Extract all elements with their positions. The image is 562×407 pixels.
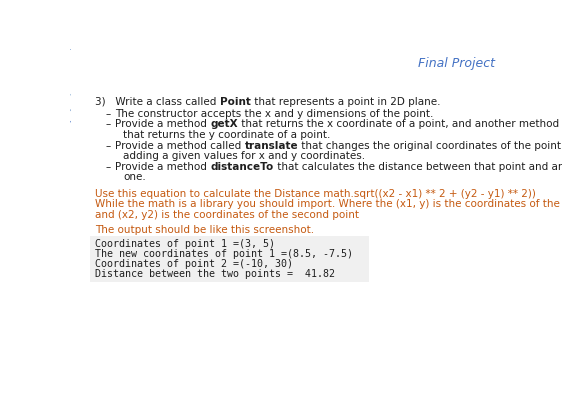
Polygon shape	[0, 49, 70, 122]
Text: translate: translate	[244, 141, 298, 151]
Text: one.: one.	[123, 173, 146, 182]
Text: 2: 2	[76, 64, 85, 77]
Text: Provide a method called: Provide a method called	[115, 141, 244, 151]
Text: that returns the y coordinate of a point.: that returns the y coordinate of a point…	[123, 130, 330, 140]
Text: –: –	[106, 119, 111, 129]
Text: and (x2, y2) is the coordinates of the second point: and (x2, y2) is the coordinates of the s…	[95, 210, 359, 220]
Polygon shape	[24, 49, 70, 95]
Text: Point: Point	[220, 96, 251, 107]
Text: 3)   Write a class called: 3) Write a class called	[95, 96, 220, 107]
Text: While the math is a library you should import. Where the (x1, y) is the coordina: While the math is a library you should i…	[95, 199, 562, 210]
Text: that represents a point in 2D plane.: that represents a point in 2D plane.	[251, 96, 440, 107]
Text: getX: getX	[210, 119, 238, 129]
FancyBboxPatch shape	[90, 236, 369, 282]
Text: The constructor accepts the x and y dimensions of the point.: The constructor accepts the x and y dime…	[115, 109, 433, 119]
Text: Final Project: Final Project	[418, 57, 495, 70]
Text: distanceTo: distanceTo	[210, 162, 274, 172]
Text: Coordinates of point 1 =(3, 5): Coordinates of point 1 =(3, 5)	[95, 239, 275, 249]
Text: Provide a method: Provide a method	[115, 162, 210, 172]
Text: Use this equation to calculate the Distance math.sqrt((x2 - x1) ** 2 + (y2 - y1): Use this equation to calculate the Dista…	[95, 189, 536, 199]
Text: The output should be like this screenshot.: The output should be like this screensho…	[95, 225, 314, 236]
Text: –: –	[106, 109, 111, 119]
Text: that calculates the distance between that point and another: that calculates the distance between tha…	[274, 162, 562, 172]
Text: –: –	[106, 162, 111, 172]
Polygon shape	[8, 49, 70, 110]
Text: that changes the original coordinates of the point by: that changes the original coordinates of…	[298, 141, 562, 151]
Text: –: –	[106, 141, 111, 151]
Text: Coordinates of point 2 =(-10, 30): Coordinates of point 2 =(-10, 30)	[95, 259, 293, 269]
Text: The new coordinates of point 1 =(8.5, -7.5): The new coordinates of point 1 =(8.5, -7…	[95, 249, 353, 259]
Text: Distance between the two points =  41.82: Distance between the two points = 41.82	[95, 269, 335, 279]
Text: Provide a method: Provide a method	[115, 119, 210, 129]
Text: that returns the x coordinate of a point, and another method: that returns the x coordinate of a point…	[238, 119, 562, 129]
Text: adding a given values for x and y coordinates.: adding a given values for x and y coordi…	[123, 151, 365, 161]
